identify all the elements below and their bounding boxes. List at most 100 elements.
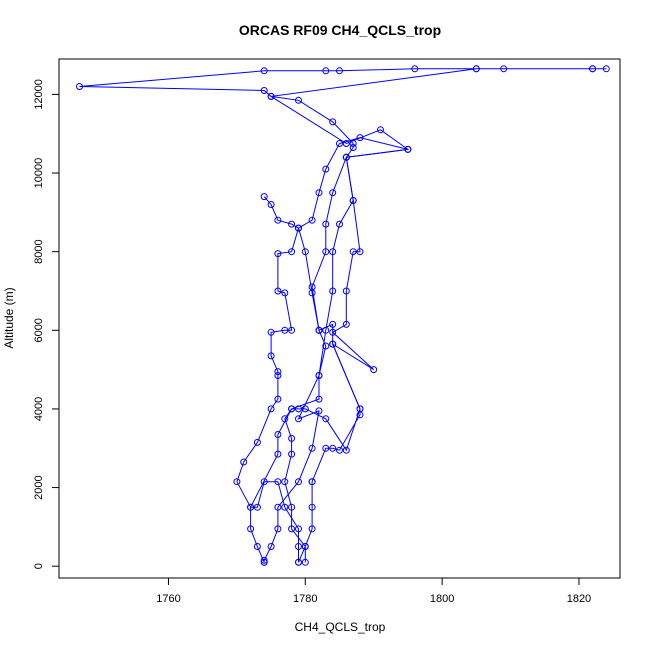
data-point <box>295 478 302 486</box>
data-point <box>322 415 330 423</box>
data-point <box>295 405 302 413</box>
data-point <box>356 248 364 256</box>
data-point <box>247 525 255 533</box>
data-point <box>267 201 275 208</box>
data-point <box>253 543 261 550</box>
data-point <box>342 320 350 328</box>
data-point <box>295 525 302 533</box>
data-point <box>336 220 343 228</box>
data-point <box>260 556 268 564</box>
data-point <box>267 352 275 360</box>
data-point <box>288 450 296 458</box>
data-point <box>274 216 282 224</box>
data-point <box>349 140 357 147</box>
data-point <box>267 92 275 100</box>
data-point <box>274 372 282 379</box>
x-tick-label: 1820 <box>567 593 591 605</box>
data-point <box>295 224 302 232</box>
data-point <box>322 67 330 75</box>
data-point <box>322 220 330 228</box>
data-point <box>288 503 296 511</box>
data-point <box>274 395 282 403</box>
series-line-2 <box>236 137 409 563</box>
data-point <box>288 434 296 442</box>
y-tick-label: 8000 <box>33 239 45 263</box>
data-point <box>349 248 357 256</box>
data-point <box>329 118 337 126</box>
data-point <box>260 87 268 94</box>
data-point <box>308 503 316 511</box>
data-point <box>322 248 330 256</box>
y-tick-label: 10000 <box>33 158 45 189</box>
y-tick-label: 12000 <box>33 79 45 110</box>
y-tick-label: 0 <box>33 563 45 569</box>
data-point <box>260 478 268 486</box>
data-point <box>274 431 282 438</box>
data-point <box>260 193 268 201</box>
data-point <box>281 326 289 334</box>
data-point <box>260 67 268 75</box>
data-point <box>315 326 323 334</box>
data-point <box>274 450 282 458</box>
data-point <box>247 503 255 511</box>
data-point <box>253 438 261 446</box>
data-point <box>233 478 241 486</box>
data-point <box>274 478 282 486</box>
data-point <box>336 67 343 75</box>
y-tick-label: 2000 <box>33 475 45 499</box>
chart-title: ORCAS RF09 CH4_QCLS_trop <box>239 22 441 38</box>
data-point <box>342 153 350 161</box>
data-point <box>329 287 337 295</box>
data-point <box>274 525 282 533</box>
data-point <box>356 405 364 413</box>
data-point <box>301 558 309 566</box>
x-tick-label: 1780 <box>293 593 317 605</box>
data-point <box>322 165 330 173</box>
data-point <box>274 368 282 376</box>
data-point <box>329 189 337 197</box>
x-tick-label: 1800 <box>430 593 454 605</box>
data-point <box>370 366 378 374</box>
data-point <box>342 287 350 295</box>
series-layer <box>76 65 610 566</box>
data-point <box>308 478 316 486</box>
data-point <box>76 83 83 90</box>
data-point <box>267 328 275 336</box>
data-point <box>308 216 316 224</box>
x-axis: 1760 1780 1800 1820 <box>156 578 591 605</box>
data-point <box>295 543 302 550</box>
data-point <box>308 289 316 297</box>
x-axis-label: CH4_QCLS_trop <box>295 620 386 634</box>
data-point <box>315 189 323 197</box>
y-tick-label: 4000 <box>33 397 45 421</box>
data-point <box>288 248 296 256</box>
series-line-3 <box>249 196 361 563</box>
data-point <box>308 444 316 452</box>
data-point <box>329 320 337 328</box>
data-point <box>342 446 350 454</box>
data-point <box>281 289 289 297</box>
data-point <box>404 145 412 153</box>
data-point <box>329 444 337 452</box>
data-point <box>602 65 610 73</box>
plot-frame <box>58 58 621 579</box>
y-tick-label: 6000 <box>33 318 45 342</box>
data-point <box>349 197 357 204</box>
data-point <box>336 140 343 147</box>
data-point <box>281 478 289 486</box>
data-point <box>253 503 261 511</box>
data-point <box>322 342 330 350</box>
data-point <box>342 140 350 147</box>
data-point <box>274 287 282 295</box>
data-point <box>329 340 337 348</box>
data-point <box>377 126 384 134</box>
data-point <box>274 503 282 511</box>
data-point <box>315 395 323 403</box>
data-point <box>356 134 364 142</box>
data-point <box>274 250 282 258</box>
data-point <box>295 96 302 104</box>
data-point <box>260 558 268 566</box>
data-point <box>288 525 296 533</box>
x-tick-label: 1760 <box>156 593 180 605</box>
